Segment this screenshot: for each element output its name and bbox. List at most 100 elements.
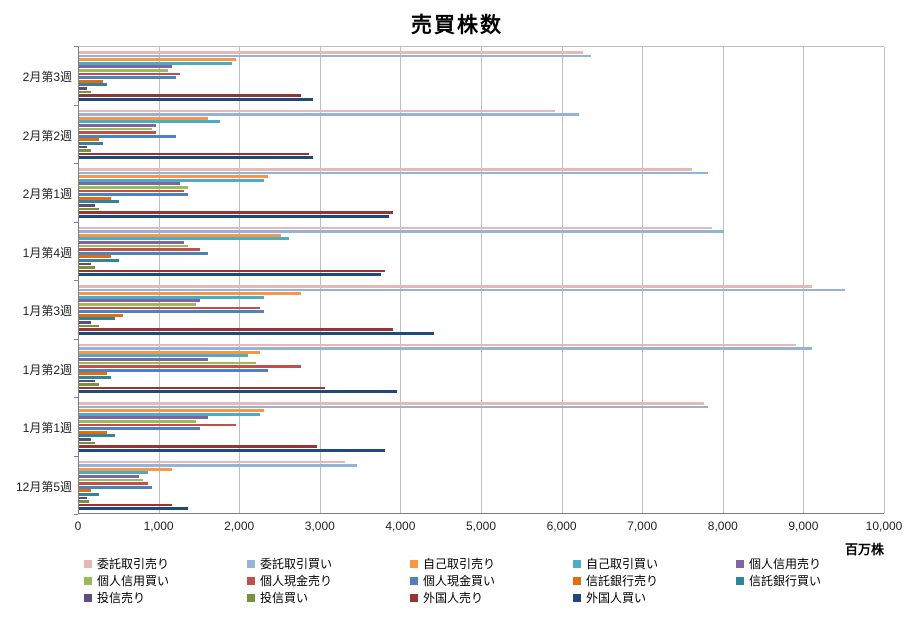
bar-投信買い-1月第2週 [79,383,100,386]
bar-委託取引買い-12月第5週 [79,464,358,467]
bar-個人信用売り-1月第4週 [79,240,184,244]
bar-信託銀行買い-2月第3週 [79,83,108,87]
bar-個人現金売り-2月第3週 [79,72,180,76]
y-category-label: 1月第1週 [22,421,72,436]
legend-label: 委託取引買い [260,557,333,571]
bar-投信売り-1月第4週 [79,262,92,266]
bar-投信売り-1月第2週 [79,379,96,383]
y-axis-tick [74,514,78,515]
legend-swatch-投信売り [84,594,92,602]
bar-自己取引買い-2月第2週 [79,120,221,124]
bar-個人信用買い-1月第4週 [79,244,188,248]
bar-委託取引買い-1月第1週 [79,405,708,409]
bar-個人現金買い-2月第2週 [79,134,176,138]
bar-外国人買い-1月第3週 [79,331,434,335]
bar-個人信用買い-2月第1週 [79,186,188,189]
x-tick-label: 6,000 [546,519,577,533]
bar-個人信用売り-2月第3週 [79,65,172,69]
legend-swatch-委託取引売り [84,560,92,568]
bar-外国人買い-1月第2週 [79,390,398,394]
bar-信託銀行買い-1月第2週 [79,375,112,379]
legend-item: 個人現金買い [410,574,573,588]
y-category-label: 2月第2週 [22,128,72,143]
chart-title: 売買株数 [411,14,503,37]
x-tick-label: 4,000 [385,519,416,533]
bar-自己取引売り-1月第4週 [79,233,281,237]
bar-個人現金買い-1月第1週 [79,427,200,431]
gridline [400,47,402,513]
bar-自己取引売り-2月第1週 [79,175,269,179]
bar-個人現金売り-1月第2週 [79,365,301,368]
bar-委託取引買い-1月第4週 [79,230,724,233]
bar-委託取引買い-1月第2週 [79,347,813,350]
legend-item: 信託銀行買い [736,574,899,588]
bar-個人現金買い-1月第4週 [79,251,208,255]
bar-信託銀行売り-1月第2週 [79,372,108,376]
legend-label: 自己取引売り [423,557,496,571]
bar-投信買い-12月第5週 [79,500,89,503]
legend-swatch-自己取引売り [410,560,418,568]
gridline [642,47,644,513]
bar-個人現金売り-2月第2週 [79,131,156,134]
legend-label: 外国人売り [423,591,484,605]
bar-自己取引買い-2月第3週 [79,61,233,65]
bar-外国人売り-1月第1週 [79,445,317,448]
legend-label: 個人信用売り [749,557,822,571]
bar-個人信用買い-2月第3週 [79,69,168,72]
plot-area [78,46,885,514]
legend-swatch-自己取引買い [573,560,581,568]
bar-自己取引売り-1月第3週 [79,292,301,296]
y-axis-tick [74,46,78,47]
bar-投信売り-1月第1週 [79,438,92,441]
legend-swatch-委託取引買い [247,560,255,568]
legend-item: 個人現金売り [247,574,410,588]
y-axis-tick [74,163,78,164]
bar-信託銀行買い-1月第1週 [79,434,116,438]
bar-個人現金売り-1月第3週 [79,306,261,310]
bar-委託取引売り-2月第1週 [79,168,692,171]
chart-legend: 委託取引売り 委託取引買い 自己取引売り 自己取引買い 個人信用売り 個人信用買い 個人現金… [84,557,899,605]
bar-外国人買い-2月第3週 [79,97,313,101]
bar-自己取引売り-2月第3週 [79,58,237,62]
bar-個人現金買い-2月第3週 [79,76,176,80]
bar-個人現金売り-1月第4週 [79,248,200,251]
gridline [158,47,160,513]
legend-label: 外国人買い [586,591,647,605]
bar-投信買い-1月第4週 [79,266,96,269]
bar-個人現金売り-1月第1週 [79,423,237,427]
bar-自己取引売り-12月第5週 [79,467,172,471]
bar-個人現金売り-12月第5週 [79,482,148,485]
bar-自己取引買い-1月第2週 [79,354,249,358]
bar-外国人買い-2月第2週 [79,156,313,160]
legend-item: 個人信用買い [84,574,247,588]
x-tick-label: 8,000 [707,519,738,533]
legend-label: 自己取引買い [586,557,659,571]
bar-信託銀行売り-2月第1週 [79,196,112,200]
legend-swatch-個人現金売り [247,577,255,585]
y-category-label: 12月第5週 [15,479,72,494]
bar-外国人売り-2月第3週 [79,94,301,97]
bar-投信買い-2月第3週 [79,90,92,94]
bar-外国人売り-1月第4週 [79,269,386,273]
legend-item: 外国人買い [573,591,736,605]
legend-swatch-投信買い [247,594,255,602]
bar-外国人売り-2月第1週 [79,211,394,214]
bar-個人信用買い-12月第5週 [79,478,144,482]
bar-自己取引売り-1月第2週 [79,350,261,354]
bar-個人現金売り-2月第1週 [79,189,184,193]
bar-投信買い-1月第1週 [79,441,96,445]
legend-item: 外国人売り [410,591,573,605]
legend-item: 委託取引買い [247,557,410,571]
bar-外国人買い-1月第4週 [79,273,382,277]
y-category-label: 2月第3週 [22,70,72,85]
y-axis-tick [74,455,78,457]
legend-label: 投信売り [97,591,146,605]
bar-個人信用売り-2月第1週 [79,182,180,186]
bar-委託取引買い-2月第1週 [79,171,708,175]
legend-swatch-個人信用買い [84,577,92,585]
bar-個人信用買い-1月第2週 [79,361,257,365]
bar-委託取引売り-1月第1週 [79,402,704,405]
bar-外国人買い-12月第5週 [79,507,188,511]
bar-個人現金買い-1月第2週 [79,368,269,372]
gridline [239,47,241,513]
